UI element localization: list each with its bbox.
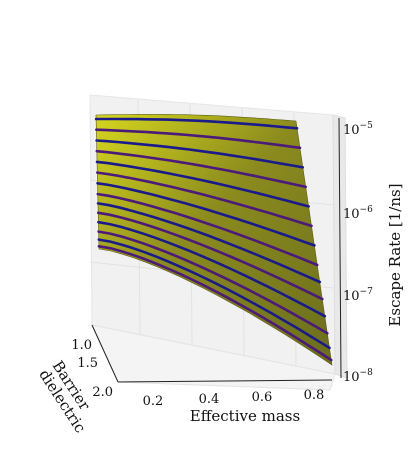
x-axis-line [117, 379, 333, 383]
z-tick-label: 10−6 [343, 205, 373, 222]
mass-curve [95, 139, 305, 169]
y-tick-label: 1.0 [71, 338, 92, 353]
z-axis-line [338, 117, 342, 379]
mass-curve [97, 220, 327, 318]
mass-curve [95, 128, 302, 150]
mass-curve [96, 202, 322, 284]
y-axis-line [91, 324, 119, 383]
mass-curve [97, 230, 329, 335]
x-tick-label: 0.4 [199, 392, 220, 407]
y-tick-label: 1.5 [77, 356, 98, 371]
mass-curves [94, 117, 333, 362]
mass-curve [94, 117, 299, 130]
x-tick-label: 0.8 [304, 388, 325, 403]
x-tick-label: 0.2 [143, 394, 164, 409]
z-axis-title: Escape Rate [1/ns] [386, 183, 404, 326]
x-axis-title: Effective mass [190, 407, 300, 425]
mass-curve [96, 171, 313, 228]
mass-curve [95, 149, 307, 189]
mass-curve [97, 245, 333, 362]
axes [91, 117, 342, 383]
z-tick-label: 10−7 [343, 287, 373, 304]
x-tick-label: 0.6 [252, 390, 273, 405]
mass-curve [95, 160, 310, 208]
mass-curve [96, 192, 319, 267]
mass-curve [97, 238, 331, 350]
mass-curve [96, 211, 324, 301]
y-tick-label: 2.0 [92, 385, 113, 400]
z-tick-label: 10−5 [343, 121, 373, 138]
mass-curve [96, 182, 316, 247]
z-tick-label: 10−8 [343, 368, 373, 385]
